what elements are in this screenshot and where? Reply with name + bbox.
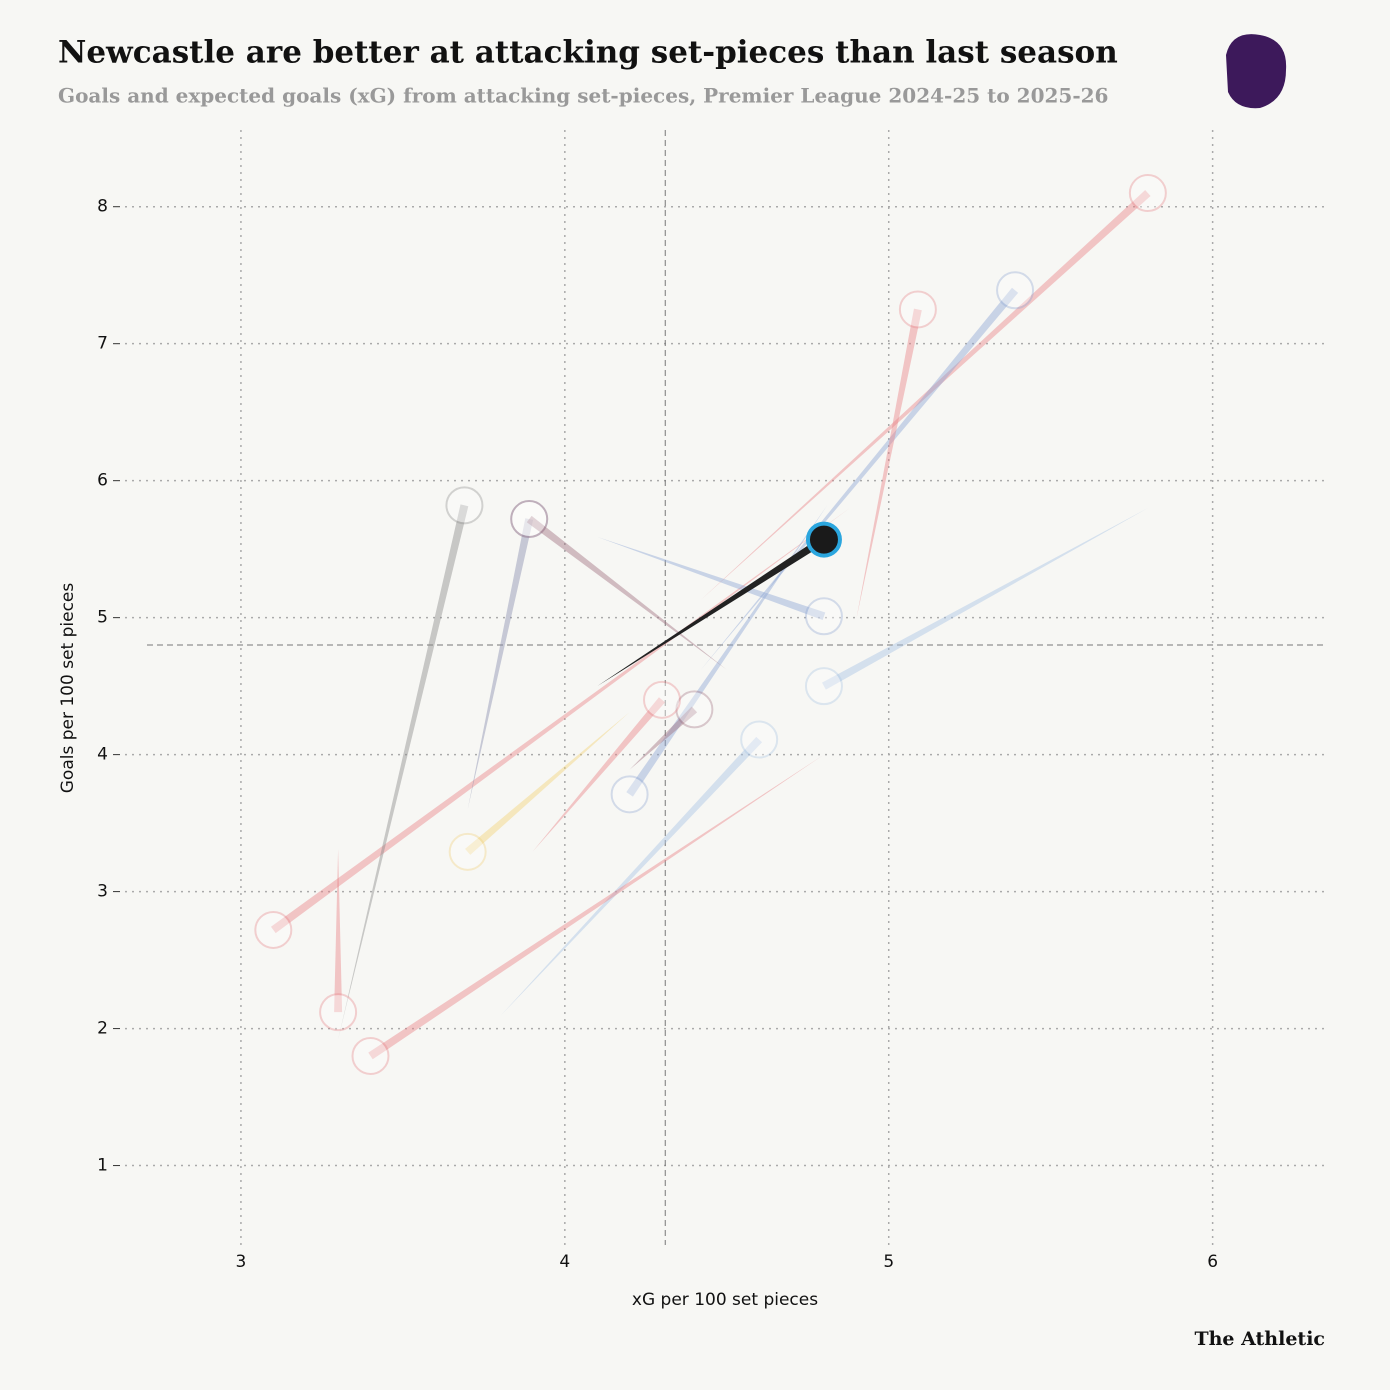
comet (629, 706, 698, 770)
team-badge (351, 1036, 390, 1075)
x-tick-label: 5 (883, 1252, 894, 1272)
comet (334, 849, 343, 1013)
team-badge (610, 775, 649, 814)
team-badge (319, 993, 358, 1032)
comet (700, 287, 1019, 670)
comet (500, 736, 763, 1017)
y-tick-label: 2 (97, 1019, 108, 1039)
y-tick-label: 8 (97, 197, 108, 217)
x-axis-label: xG per 100 set pieces (632, 1290, 818, 1310)
logo-shape (1226, 34, 1287, 109)
team-badge (740, 720, 779, 759)
y-tick-label: 4 (97, 745, 108, 765)
y-tick-label: 3 (97, 882, 108, 902)
team-badge (804, 597, 843, 636)
comet (597, 536, 827, 687)
team-badge (898, 290, 937, 329)
comet (465, 712, 630, 855)
comet (526, 515, 727, 670)
comet (467, 518, 534, 810)
source: The Athletic (1194, 1328, 1325, 1350)
comet (822, 508, 1148, 690)
team-badge (510, 500, 549, 539)
x-tick-label: 4 (559, 1252, 570, 1272)
league-logo (1226, 34, 1287, 109)
y-tick-label: 6 (97, 471, 108, 491)
chart-subtitle: Goals and expected goals (xG) from attac… (58, 84, 1108, 108)
comet (856, 308, 922, 620)
team-badge (510, 500, 549, 539)
team-badge (1128, 174, 1167, 213)
y-tick-label: 5 (97, 608, 108, 628)
team-badge (996, 271, 1035, 310)
team-badge (805, 521, 842, 558)
team-badge (448, 832, 487, 871)
chart-title: Newcastle are better at attacking set-pi… (58, 35, 1118, 71)
comet (368, 754, 824, 1060)
comet (700, 190, 1151, 600)
x-tick-label: 6 (1207, 1252, 1218, 1272)
y-tick-label: 1 (97, 1156, 108, 1176)
team-badge (804, 667, 843, 706)
team-badge (445, 486, 484, 525)
comet (626, 505, 828, 797)
y-tick-label: 7 (97, 334, 108, 354)
team-badge (643, 680, 682, 719)
comet (597, 536, 826, 621)
team-badge (254, 910, 293, 949)
y-axis-label: Goals per 100 set pieces (58, 583, 78, 794)
comet (338, 504, 469, 1040)
x-tick-label: 3 (236, 1252, 247, 1272)
comet (532, 697, 666, 852)
team-badge (675, 690, 714, 729)
